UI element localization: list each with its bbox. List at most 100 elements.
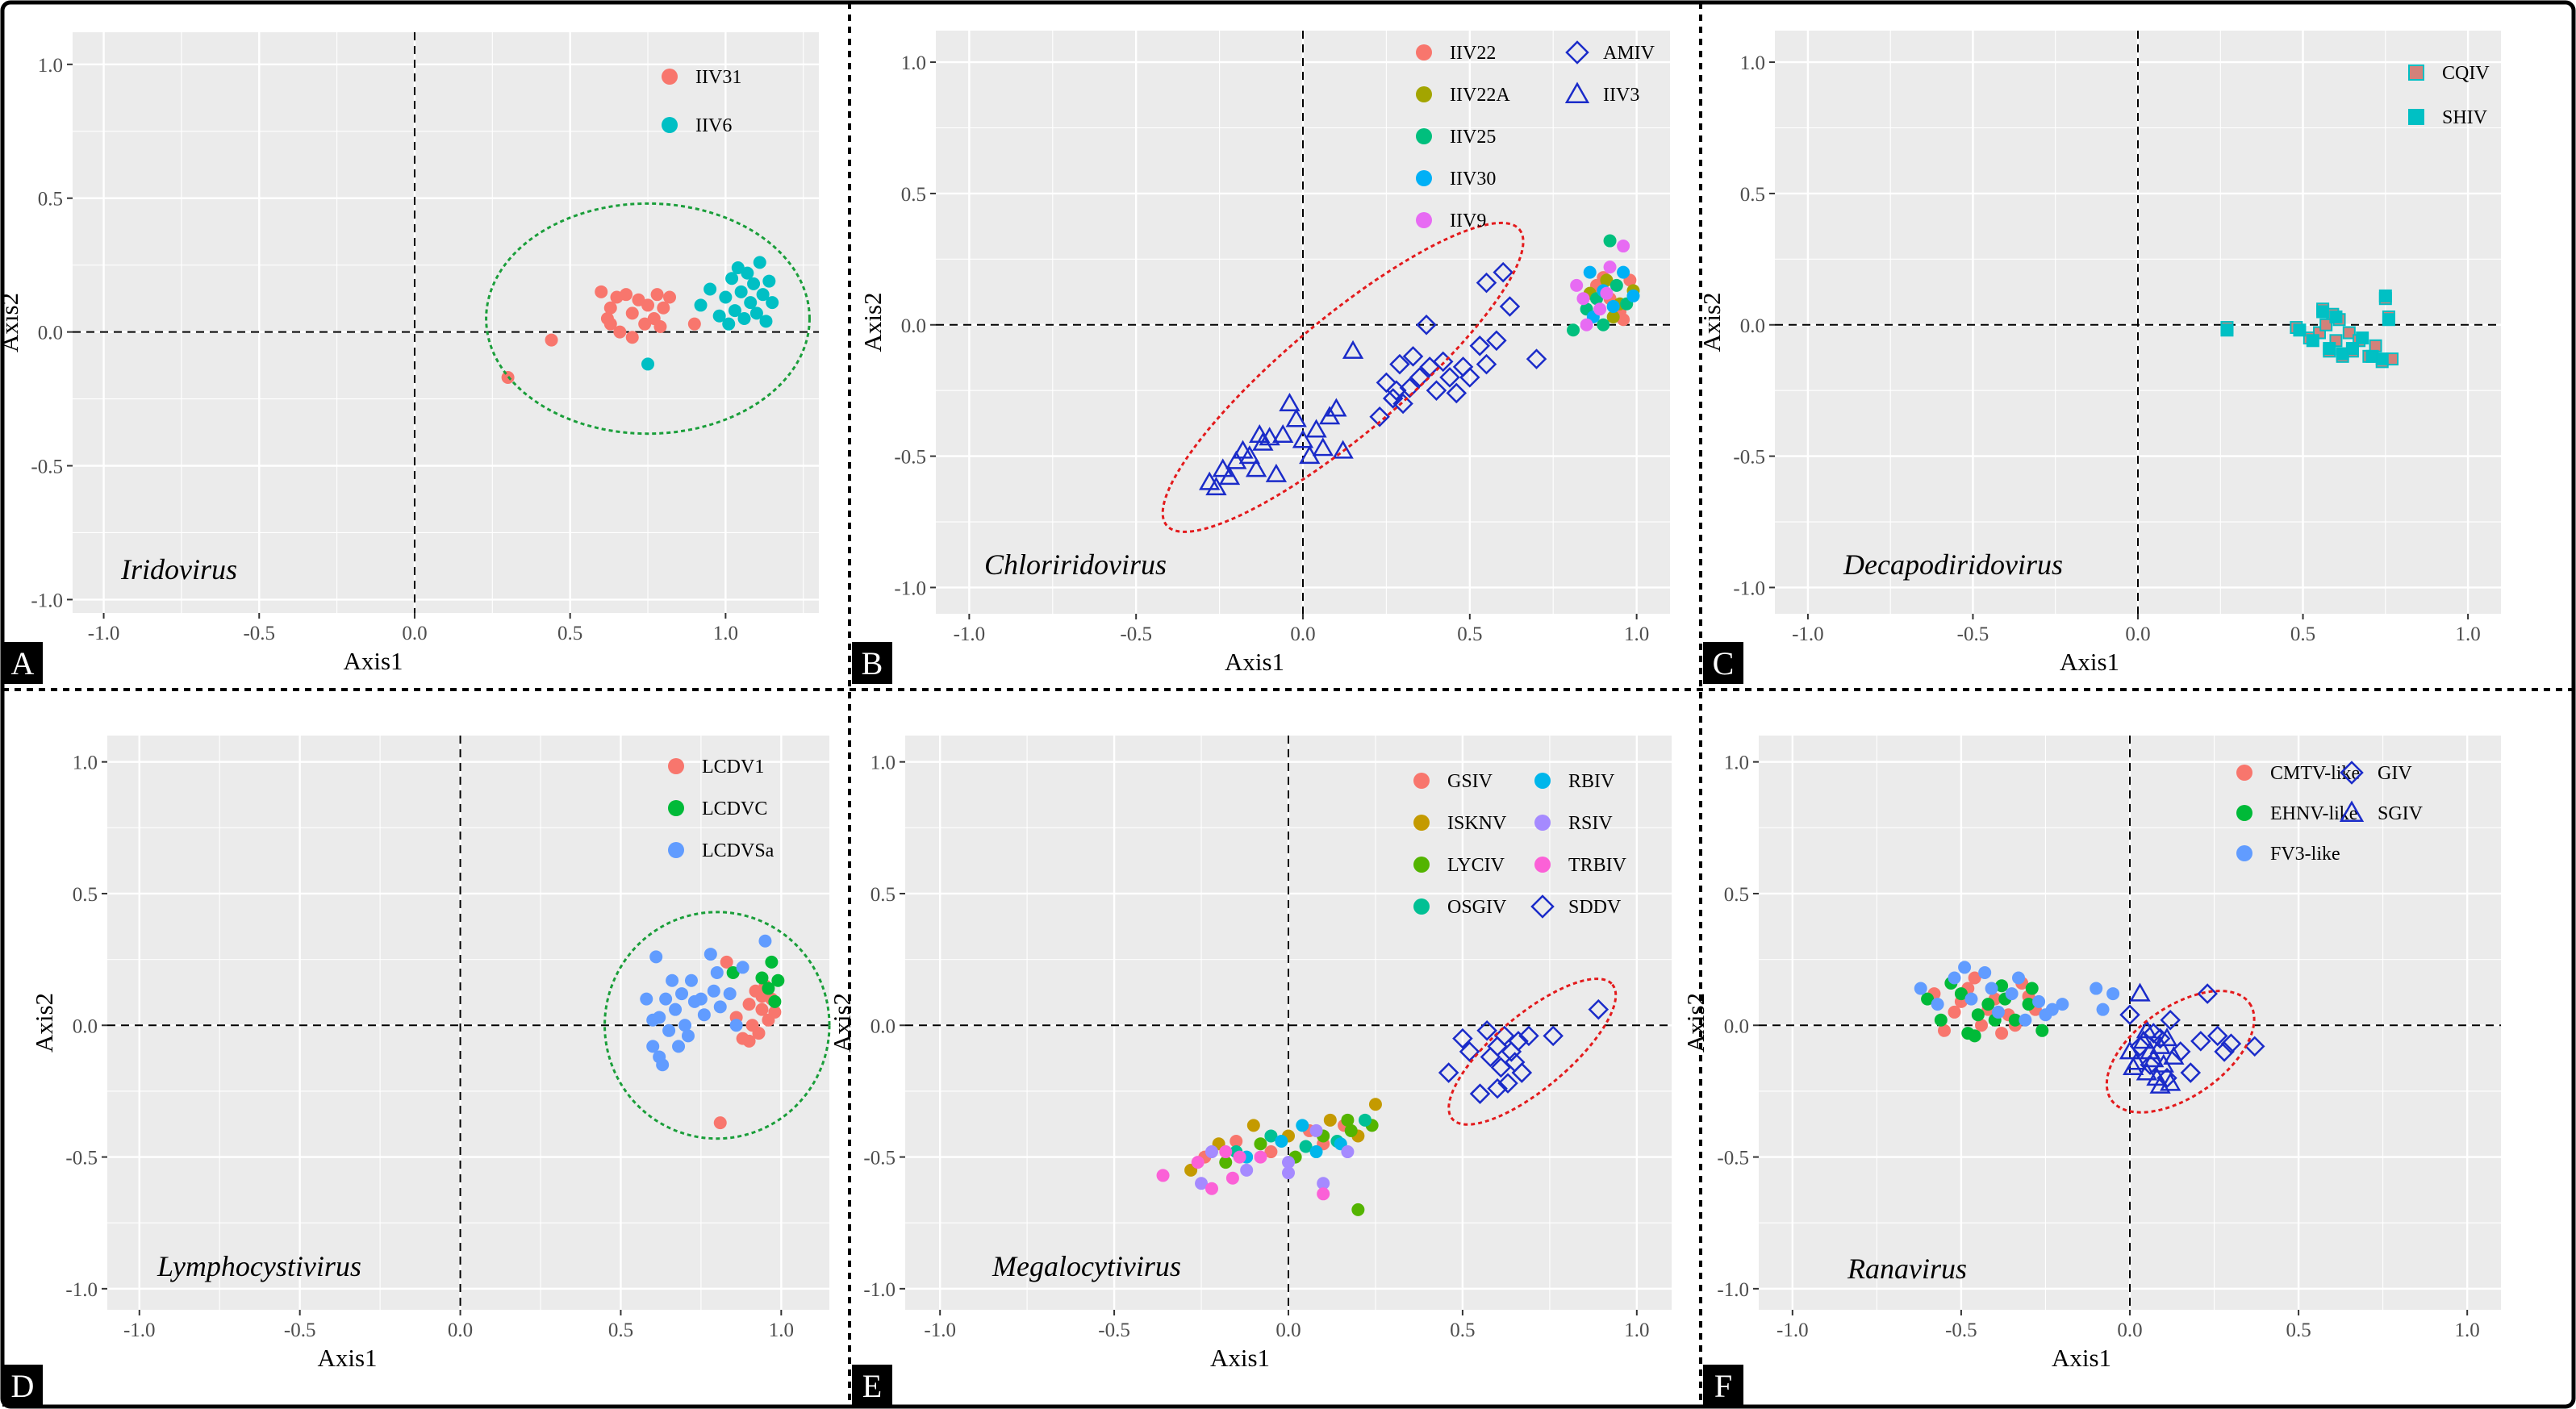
point-ehnv-like [1981,998,1995,1011]
y-tick-label: 0.5 [73,884,98,906]
point-lcdvsa [694,992,708,1006]
point-iiv3 [1245,458,1267,477]
point-lcdvsa [736,961,749,974]
point-iiv6 [734,285,748,298]
point-amiv [1459,367,1480,388]
legend-label-amiv: AMIV [1603,43,1655,64]
legend-key-sgiv [2339,800,2365,822]
point-iiv6 [722,317,736,331]
legend-key-lcdvsa [668,842,684,858]
panel-letter-d: D [11,1368,35,1404]
panel-b: -1.0 -0.5 0.0 0.5 1.0 -1.0 -0.5 0.0 0.5 1.0 Axis1 A… [852,31,1670,684]
cluster-ellipse-f [2105,990,2256,1114]
x-tick-label: 1.0 [2455,623,2480,645]
point-shiv [2337,348,2348,359]
y-tick-label: -0.5 [65,1148,98,1169]
point-iiv31 [657,301,670,315]
legend-key-iiv3 [1564,81,1590,103]
point-lcdvc [765,955,779,969]
point-trbiv [1205,1182,1218,1195]
series-iiv3 [1199,340,1364,496]
point-sddv [1543,1025,1564,1047]
point-shiv [2324,344,2335,354]
point-iiv6 [747,277,761,290]
point-giv [2143,1023,2165,1044]
point-sddv [1490,1057,1512,1078]
x-tick-label: 0.0 [2125,623,2150,645]
legend-key-iiv30 [1416,170,1432,186]
point-rbiv [1309,1145,1323,1159]
series-lcdvsa [640,934,772,1072]
x-tick-label: 0.5 [1457,623,1482,645]
x-tick-label: -0.5 [284,1319,316,1341]
y-tick-label: -0.5 [31,456,63,478]
x-tick-label: 0.0 [1290,623,1315,645]
legend-key-lcdvc [668,800,684,816]
y-tick-label: -1.0 [1717,1279,1749,1301]
y-tick-label: 0.5 [901,184,926,206]
point-iiv22 [1617,313,1630,327]
point-shiv [2357,333,2368,344]
point-cqiv [2370,340,2381,351]
legend-key-iiv6 [662,117,678,133]
point-sgiv [2123,1057,2144,1076]
point-iiv30 [1626,289,1640,302]
point-iiv31 [632,293,645,306]
point-iiv6 [712,309,726,323]
point-osgiv [1299,1140,1313,1153]
point-lcdvsa [723,987,737,1001]
point-iiv3 [1285,408,1307,427]
legend-label-lcdvc: LCDVC [702,798,767,819]
point-sddv [1493,1025,1515,1047]
data-points-a [501,256,779,385]
legend-a: IIV31 IIV6 [662,67,741,136]
point-lcdvsa [662,1023,676,1037]
point-sddv [1497,1073,1518,1094]
x-axis-label-e: Axis1 [1210,1344,1270,1372]
panel-letter-box-c [1703,642,1743,684]
legend-key-sddv [1530,894,1555,919]
point-giv [2214,1041,2235,1062]
point-lcdvsa [649,950,663,964]
panel-letter-e: E [862,1368,882,1404]
point-sddv [1487,1078,1508,1099]
panel-f: -1.0 -0.5 0.0 0.5 1.0 -1.0 -0.5 0.0 0.5 1.0 Axis1 A… [1681,736,2501,1407]
legend-label-iiv22a: IIV22A [1450,85,1510,106]
point-iiv9 [1617,240,1630,253]
x-tick-label: -0.5 [243,623,275,644]
point-fv3-like [1958,961,1972,974]
point-trbiv [1233,1150,1246,1164]
point-amiv [1499,296,1521,317]
point-sgiv [2156,1028,2178,1047]
y-axis-label-e: Axis2 [828,993,856,1053]
y-axis-label-a: Axis2 [0,293,23,352]
point-iiv6 [641,357,655,371]
point-gsiv [1264,1145,1278,1159]
point-amiv [1389,353,1410,375]
data-points-d [640,934,785,1130]
point-iiv3 [1342,340,1364,359]
point-ehnv-like [1971,1008,1985,1022]
point-iiv3 [1249,424,1271,444]
point-amiv [1526,348,1547,369]
y-tick-label: 0.0 [901,315,926,337]
x-tick-label: 0.0 [2117,1319,2142,1341]
point-trbiv [1225,1171,1239,1185]
x-tick-label: -0.5 [1957,623,1989,645]
legend-label-sddv: SDDV [1568,897,1622,918]
point-iiv6 [703,282,717,296]
series-lcdvc [726,955,785,1008]
series-giv [2119,983,2265,1089]
point-shiv [2383,315,2394,325]
point-ehnv-like [1961,1027,1975,1040]
y-tick-label: 0.0 [38,323,63,344]
point-ehnv-like [1934,1013,1948,1027]
panel-a: -1.0 -0.5 0.0 0.5 1.0 -1.0 -0.5 0.0 0.5 1.0 Axis1 A… [0,32,819,684]
point-iiv6 [756,288,770,302]
point-giv [2197,983,2218,1004]
point-amiv [1369,406,1390,427]
point-iiv31 [595,285,608,298]
point-iiv25 [1597,318,1610,331]
panel-letter-a: A [11,645,35,682]
